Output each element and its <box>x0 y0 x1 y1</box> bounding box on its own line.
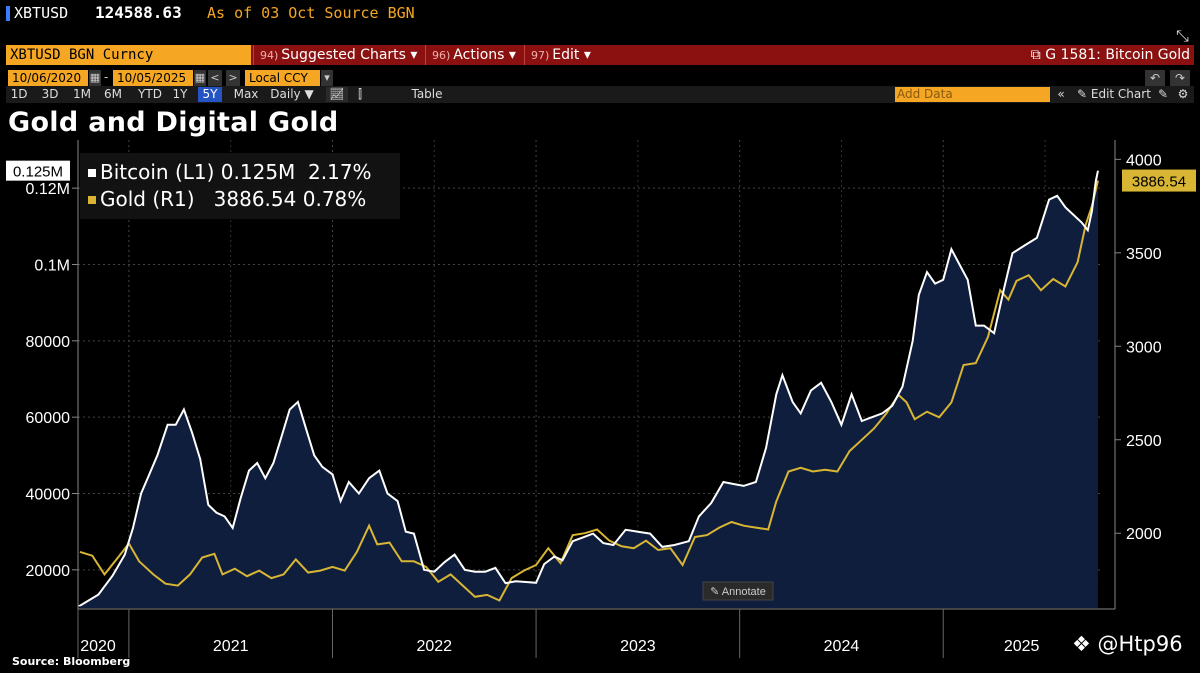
source-value: BGN <box>387 4 415 22</box>
currency-select[interactable]: Local CCY <box>245 70 320 86</box>
x-tick-label: 2020 <box>80 638 116 655</box>
chart-name-label: G 1581: Bitcoin Gold <box>1045 47 1190 63</box>
source-note: Source: Bloomberg <box>12 655 131 668</box>
range-button-5y[interactable]: 5Y <box>198 87 222 102</box>
chart-title: Gold and Digital Gold <box>8 107 339 138</box>
range-button-6m[interactable]: 6M <box>104 87 122 101</box>
add-data-input[interactable]: Add Data <box>895 87 1050 102</box>
ticker-symbol: XBTUSD <box>14 4 69 22</box>
legend-label: Gold (R1) <box>100 187 195 211</box>
right-tick-label: 3500 <box>1126 246 1162 263</box>
bitcoin-value-tag-label: 0.125M <box>13 164 63 181</box>
left-tick-label: 20000 <box>26 563 71 580</box>
pencil-icon: ✎ <box>1077 87 1091 101</box>
menu-number: 94) <box>260 49 279 62</box>
price-chart[interactable]: 20000 40000 60000 80000 0.1M 0.12M 2000 2500 300… <box>0 140 1200 673</box>
prev-period-button[interactable]: < <box>208 70 222 86</box>
legend-label: Bitcoin (L1) <box>100 160 215 184</box>
left-tick-label: 40000 <box>26 487 71 504</box>
left-tick-label: 0.1M <box>34 258 70 275</box>
gold-line <box>79 180 1099 602</box>
right-tick-label: 4000 <box>1126 152 1162 169</box>
x-tick-label: 2022 <box>416 638 452 655</box>
watermark-handle: @Htp96 <box>1097 632 1183 656</box>
next-period-button[interactable]: > <box>226 70 240 86</box>
legend-change: 0.78% <box>302 187 367 211</box>
last-price: 124588.63 <box>95 3 182 22</box>
left-tick-label: 60000 <box>26 410 71 427</box>
chevron-down-icon[interactable]: ▾ <box>321 70 333 86</box>
right-tick-label: 3000 <box>1126 339 1162 356</box>
menu-label: Edit ▾ <box>552 47 591 63</box>
actions-menu[interactable]: 96) Actions ▾ <box>425 45 522 65</box>
range-button-3d[interactable]: 3D <box>41 87 59 101</box>
menu-number: 96) <box>432 49 451 62</box>
edit-chart-label: Edit Chart <box>1090 87 1151 101</box>
bitcoin-line <box>77 170 1099 607</box>
bitcoin-area <box>80 170 1098 608</box>
range-button-max[interactable]: Max <box>233 87 259 101</box>
annotate-button[interactable] <box>702 581 774 601</box>
redo-icon[interactable]: ↷ <box>1170 70 1190 86</box>
edit-icon[interactable]: ✎ <box>1157 87 1169 101</box>
command-bar <box>6 45 1194 65</box>
legend-item-bitcoin: Bitcoin (L1) 0.125M 2.17% <box>88 160 372 184</box>
legend-box <box>80 153 400 219</box>
right-tick-label: 2000 <box>1126 526 1162 543</box>
double-chevron-icon[interactable]: « <box>1057 87 1065 101</box>
settings-icon[interactable]: ⚙ <box>1177 87 1189 101</box>
security-field[interactable]: XBTUSD BGN Curncy <box>6 45 251 65</box>
x-tick-label: 2024 <box>824 638 860 655</box>
as-of-label: As of 03 Oct Source BGN <box>207 4 415 22</box>
x-tick-label: 2021 <box>213 638 249 655</box>
open-external-icon: ⧉ <box>1030 47 1046 63</box>
menu-label: Actions ▾ <box>453 47 516 63</box>
edit-chart-button[interactable]: ✎ Edit Chart <box>1077 87 1151 102</box>
ticker-flag <box>6 6 10 21</box>
suggested-charts-menu[interactable]: 94) Suggested Charts ▾ <box>253 45 423 65</box>
calendar-icon[interactable]: ▦ <box>194 70 206 86</box>
calendar-icon[interactable]: ▦ <box>89 70 101 86</box>
line-chart-icon[interactable]: 📈︎ <box>326 87 348 102</box>
end-date-field[interactable]: 10/05/2025 <box>113 70 193 86</box>
expand-icon[interactable]: ⤡ <box>1176 26 1189 45</box>
date-separator: - <box>104 70 109 84</box>
frequency-select[interactable]: Daily ▼ <box>270 87 314 101</box>
bitcoin-value-tag <box>6 160 70 181</box>
legend-item-gold: Gold (R1) 3886.54 0.78% <box>88 187 366 211</box>
undo-icon[interactable]: ↶ <box>1145 70 1165 86</box>
table-button[interactable]: Table <box>411 87 443 101</box>
x-tick-label: 2023 <box>620 638 656 655</box>
edit-menu[interactable]: 97) Edit ▾ <box>524 45 597 65</box>
legend-value: 0.125M <box>220 160 296 184</box>
range-button-1d[interactable]: 1D <box>10 87 28 101</box>
legend-swatch <box>88 169 96 177</box>
annotate-label: ✎ Annotate <box>710 586 766 598</box>
legend-swatch <box>88 196 96 204</box>
chart-name[interactable]: ⧉ G 1581: Bitcoin Gold <box>1031 45 1190 65</box>
range-button-1m[interactable]: 1M <box>73 87 91 101</box>
start-date-field[interactable]: 10/06/2020 <box>8 70 88 86</box>
bar-chart-icon[interactable]: ⫿ <box>358 87 362 101</box>
legend-change: 2.17% <box>308 160 372 184</box>
range-button-ytd[interactable]: YTD <box>138 87 162 101</box>
legend-value: 3886.54 <box>213 187 297 211</box>
watermark: ❖ @Htp96 <box>1072 632 1183 656</box>
menu-label: Suggested Charts ▾ <box>281 47 418 63</box>
gold-value-tag <box>1122 169 1196 192</box>
range-button-1y[interactable]: 1Y <box>172 87 188 101</box>
x-tick-label: 2025 <box>1004 638 1040 655</box>
right-tick-label: 2500 <box>1126 433 1162 450</box>
gold-value-tag-label: 3886.54 <box>1132 174 1186 191</box>
left-tick-label: 80000 <box>26 334 71 351</box>
source-label: Source <box>324 4 379 22</box>
binance-icon: ❖ <box>1072 632 1098 656</box>
left-tick-label: 0.12M <box>26 181 70 198</box>
as-of-date: As of 03 Oct <box>207 4 316 22</box>
menu-number: 97) <box>531 49 550 62</box>
